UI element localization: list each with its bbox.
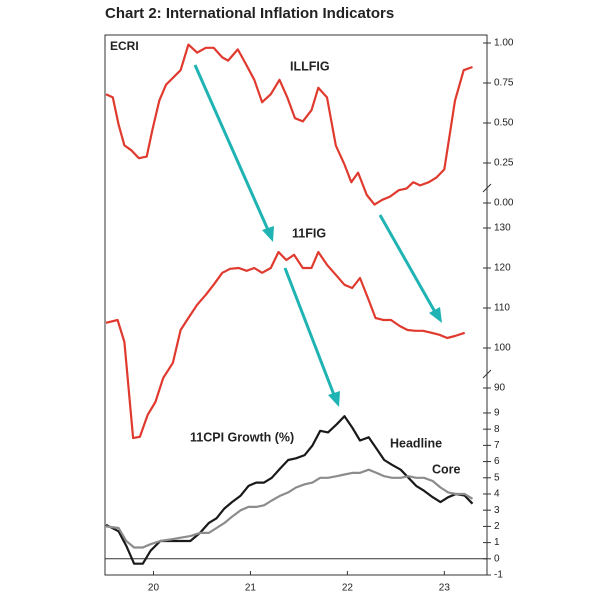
y-tick-label: 0 xyxy=(494,553,500,564)
y-tick-label: 0.50 xyxy=(494,118,514,129)
y-tick-label: 0.00 xyxy=(494,198,514,209)
y-tick-label: 6 xyxy=(494,456,500,467)
y-tick-label: 9 xyxy=(494,408,500,419)
y-tick-label: 2 xyxy=(494,521,500,532)
y-tick-label: 4 xyxy=(494,489,500,500)
y-tick-label: 100 xyxy=(494,343,511,354)
x-tick-label: 23 xyxy=(439,583,451,594)
y-tick-label: 130 xyxy=(494,223,511,234)
x-tick-label: 21 xyxy=(245,583,257,594)
logo: ECRI xyxy=(110,39,139,53)
line xyxy=(105,43,473,206)
frame xyxy=(104,34,488,576)
y-tick-label: 1 xyxy=(494,537,500,548)
line xyxy=(105,415,474,565)
axis-breaks xyxy=(482,183,492,379)
y-tick-label: 7 xyxy=(494,440,500,451)
line xyxy=(105,250,466,440)
y-tick-label: 3 xyxy=(494,505,500,516)
y-tick-label: 0.25 xyxy=(494,158,514,169)
y-tick-label: 90 xyxy=(494,383,506,394)
chart-title: Chart 2: International Inflation Indicat… xyxy=(105,5,394,22)
series-label: ILLFIG xyxy=(290,59,330,73)
y-tick-label: 110 xyxy=(494,303,510,314)
y-tick-label: 5 xyxy=(494,472,500,483)
y-tick-label: 0.75 xyxy=(494,78,514,89)
y-tick-label: 1.00 xyxy=(494,38,514,49)
series-title: 11CPI Growth (%) xyxy=(190,430,294,444)
y-tick-label: 120 xyxy=(494,263,511,274)
line xyxy=(105,468,474,549)
series-label: 11FIG xyxy=(292,226,326,240)
series-label: Core xyxy=(432,462,461,476)
arrows xyxy=(193,64,442,407)
series-label: Headline xyxy=(390,436,442,450)
y-tick-label: -1 xyxy=(494,570,503,581)
y-tick-label: 8 xyxy=(494,424,500,435)
x-tick-label: 22 xyxy=(342,583,354,594)
x-tick-label: 20 xyxy=(148,583,160,594)
